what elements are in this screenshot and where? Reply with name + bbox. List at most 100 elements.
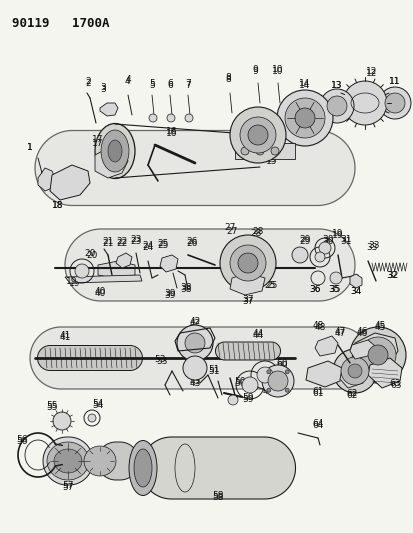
Text: 56: 56 [16, 437, 28, 446]
Text: 50: 50 [234, 376, 245, 385]
Circle shape [359, 337, 395, 373]
Polygon shape [30, 327, 369, 389]
Text: 9: 9 [252, 67, 257, 76]
Text: 56: 56 [16, 434, 28, 443]
Text: 24: 24 [142, 244, 153, 253]
Text: 14: 14 [299, 78, 310, 87]
Ellipse shape [134, 449, 152, 487]
Text: 42: 42 [189, 317, 200, 326]
Circle shape [285, 388, 289, 392]
Text: 21: 21 [102, 238, 114, 247]
Text: 3: 3 [100, 84, 106, 93]
Text: 55: 55 [46, 400, 57, 409]
Text: 25: 25 [157, 238, 168, 247]
Ellipse shape [101, 130, 129, 172]
Circle shape [266, 388, 270, 392]
Text: 27: 27 [226, 227, 237, 236]
Text: 3: 3 [100, 85, 106, 94]
Ellipse shape [84, 446, 116, 476]
Polygon shape [223, 243, 254, 261]
Circle shape [378, 87, 410, 119]
Text: 64: 64 [311, 421, 323, 430]
Polygon shape [339, 365, 365, 388]
Ellipse shape [129, 440, 157, 496]
Text: 7: 7 [185, 80, 190, 90]
Circle shape [285, 370, 289, 374]
Ellipse shape [54, 449, 82, 473]
Text: 39: 39 [164, 290, 176, 300]
Circle shape [53, 412, 71, 430]
Text: 49: 49 [262, 384, 273, 393]
Text: 31: 31 [339, 237, 351, 246]
Polygon shape [230, 273, 264, 295]
Circle shape [230, 107, 285, 163]
Text: 13: 13 [330, 80, 342, 90]
Text: 10: 10 [272, 67, 283, 76]
Text: 50: 50 [234, 378, 245, 387]
Text: 48: 48 [313, 324, 325, 333]
Text: 54: 54 [92, 399, 103, 408]
Text: 40: 40 [94, 288, 105, 297]
Circle shape [256, 367, 272, 383]
Text: 54: 54 [92, 400, 103, 409]
Text: 60: 60 [275, 359, 287, 367]
Circle shape [332, 349, 376, 393]
Text: 47: 47 [334, 328, 345, 337]
Text: 44: 44 [252, 330, 263, 340]
Text: 63: 63 [389, 381, 401, 390]
Text: 17: 17 [92, 139, 104, 148]
Polygon shape [215, 342, 280, 360]
Text: 18: 18 [52, 200, 64, 209]
Text: 12: 12 [366, 67, 377, 76]
Circle shape [294, 108, 314, 128]
Text: 16: 16 [166, 128, 177, 138]
Circle shape [261, 365, 293, 397]
Polygon shape [98, 261, 135, 279]
Circle shape [166, 114, 175, 122]
Text: 51: 51 [208, 367, 219, 376]
Circle shape [183, 356, 206, 380]
Text: 60: 60 [275, 360, 287, 369]
Polygon shape [50, 165, 90, 200]
Text: 1: 1 [27, 143, 33, 152]
Circle shape [384, 93, 404, 113]
Circle shape [314, 252, 324, 262]
Text: 15: 15 [266, 157, 277, 166]
Polygon shape [351, 333, 397, 368]
Polygon shape [65, 275, 142, 283]
Polygon shape [349, 340, 374, 359]
Text: 29: 29 [299, 235, 310, 244]
Text: 62: 62 [346, 389, 357, 398]
Circle shape [276, 90, 332, 146]
Text: 8: 8 [225, 75, 230, 84]
Circle shape [271, 147, 278, 155]
Polygon shape [95, 147, 128, 178]
Text: 33: 33 [366, 244, 377, 253]
Text: 61: 61 [311, 386, 323, 395]
Polygon shape [97, 442, 139, 480]
Text: 31: 31 [339, 235, 351, 244]
Circle shape [326, 96, 346, 116]
Text: 52: 52 [194, 361, 205, 370]
Text: 26: 26 [186, 238, 197, 247]
Circle shape [219, 235, 275, 291]
Text: 20: 20 [84, 248, 95, 257]
Text: 52: 52 [196, 364, 207, 373]
Text: 22: 22 [116, 237, 127, 246]
Text: 22: 22 [116, 238, 127, 247]
Text: 44: 44 [252, 328, 263, 337]
Text: 4: 4 [125, 75, 131, 84]
Text: 6: 6 [167, 80, 173, 90]
Text: 2: 2 [85, 78, 90, 87]
Text: 7: 7 [185, 78, 190, 87]
Text: 32: 32 [387, 271, 398, 279]
Text: 8: 8 [225, 72, 230, 82]
Text: 36: 36 [309, 285, 320, 294]
Circle shape [177, 325, 212, 361]
Text: 9: 9 [252, 64, 257, 74]
Circle shape [291, 247, 307, 263]
Text: 42: 42 [189, 319, 200, 327]
Polygon shape [314, 336, 337, 356]
Circle shape [185, 114, 192, 122]
Circle shape [247, 125, 267, 145]
